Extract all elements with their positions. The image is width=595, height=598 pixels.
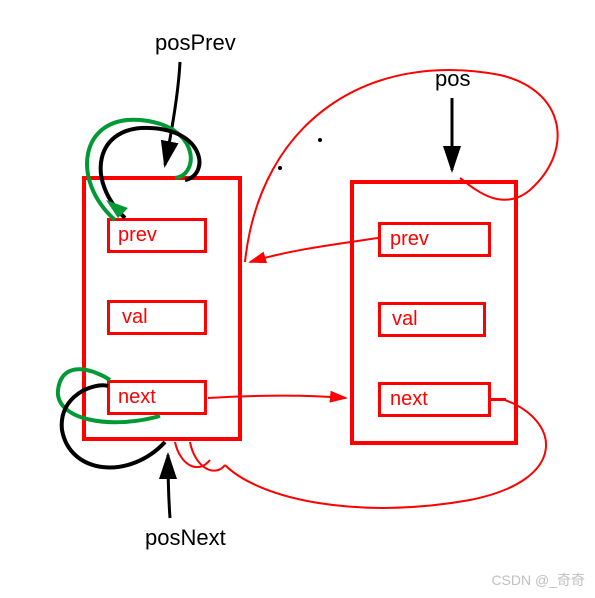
watermark: CSDN @_奇奇 — [491, 570, 585, 590]
right-val-text: val — [392, 308, 418, 331]
left-val-text: val — [122, 306, 148, 329]
posprev-label: posPrev — [155, 30, 236, 56]
left-next-text: next — [118, 386, 156, 409]
posnext-label: posNext — [145, 525, 226, 551]
tick-mark — [488, 398, 506, 401]
left-prev-text: prev — [118, 224, 157, 247]
pos-label: pos — [435, 66, 470, 92]
right-next-text: next — [390, 388, 428, 411]
right-prev-text: prev — [390, 228, 429, 251]
